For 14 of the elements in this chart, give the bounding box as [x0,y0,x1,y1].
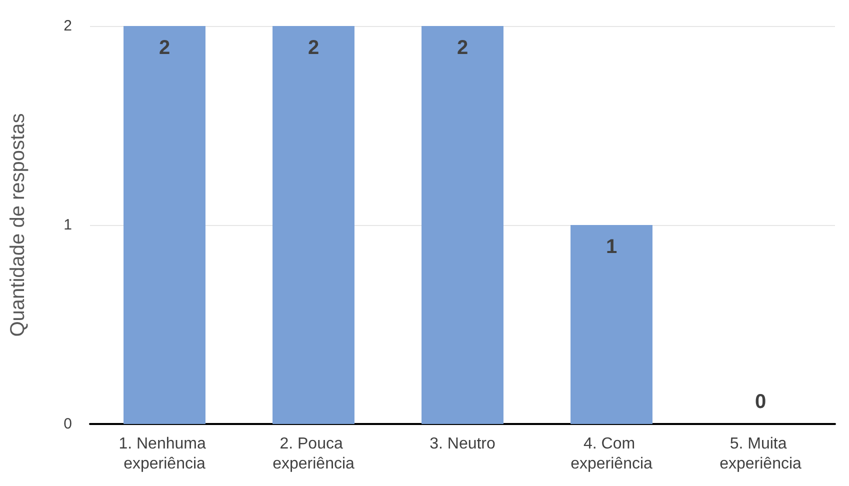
x-tick-label: 5. Muita experiência [720,436,802,472]
data-label: 2 [158,37,170,59]
data-label: 2 [456,37,468,59]
y-tick-label: 0 [64,416,72,432]
y-tick-label: 1 [64,216,72,234]
data-label: 0 [754,391,766,413]
x-tick-label: 4. Com experiência [570,436,653,472]
x-tick-label: 2. Pouca experiência [272,436,355,472]
data-label: 1 [606,236,618,258]
x-tick-label: 3. Neutro [430,436,496,452]
y-axis-title: Quantidade de respostas [7,113,29,337]
y-tick-label: 2 [64,18,72,34]
data-label: 2 [308,37,320,59]
x-tick-label: 1. Nenhuma experiência [118,436,210,472]
